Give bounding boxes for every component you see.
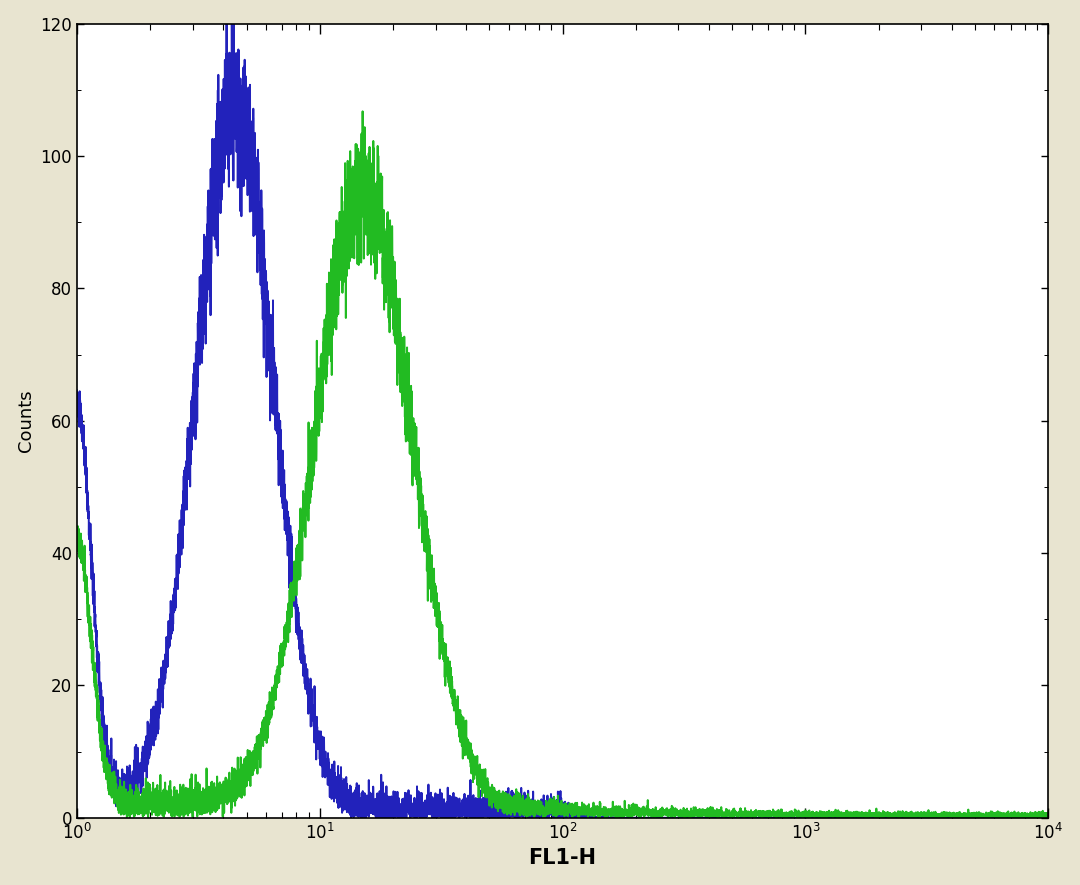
X-axis label: FL1-H: FL1-H (528, 849, 596, 868)
Y-axis label: Counts: Counts (16, 389, 35, 452)
